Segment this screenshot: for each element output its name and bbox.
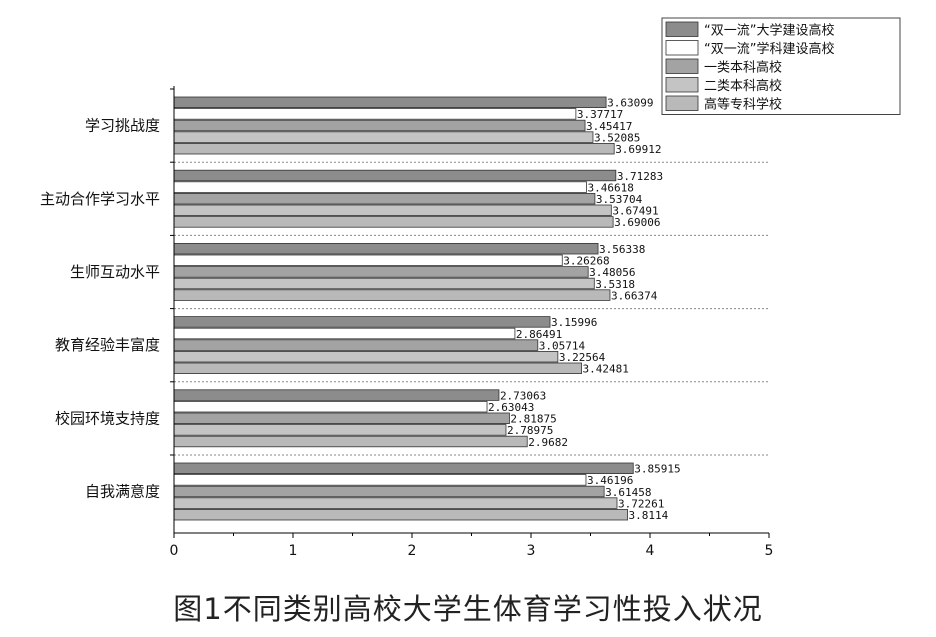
legend-swatch: [665, 21, 699, 37]
data-label: 3.53704: [596, 193, 643, 206]
bar: [173, 277, 595, 290]
bar: [173, 216, 614, 228]
x-tick-label: 0: [170, 543, 179, 559]
bar: [173, 508, 628, 521]
x-ticks: 0 1 2 3 4 5: [170, 533, 774, 559]
legend-swatch: [665, 40, 699, 56]
data-label: 2.73063: [500, 389, 546, 402]
bar: [173, 424, 507, 436]
data-label: 3.71283: [617, 170, 663, 183]
bar: [173, 289, 611, 301]
bar: [173, 181, 587, 193]
figure-caption: 图1不同类别高校大学生体育学习性投入状况: [173, 592, 763, 626]
data-label: 3.61458: [605, 486, 651, 499]
data-label: 3.48056: [589, 266, 635, 279]
bar: [173, 108, 577, 120]
data-label: 3.85915: [634, 463, 680, 476]
bar: [173, 400, 488, 413]
bar: [173, 362, 582, 375]
category-label: 主动合作学习水平: [40, 190, 160, 208]
data-label: 2.9682: [528, 436, 568, 449]
legend-label: 高等专科学校: [704, 97, 782, 113]
bar: [173, 119, 586, 132]
data-label: 3.69912: [615, 143, 661, 156]
bar: [173, 131, 594, 143]
x-tick-label: 2: [408, 543, 417, 559]
data-label: 2.78975: [507, 424, 553, 437]
category-label: 学习挑战度: [85, 117, 160, 135]
bar: [173, 96, 607, 109]
data-label: 2.81875: [510, 413, 556, 426]
legend-swatch: [665, 58, 699, 74]
bar: [173, 254, 563, 267]
data-label: 3.15996: [551, 316, 597, 329]
legend-swatch: [665, 95, 699, 111]
x-tick-label: 1: [289, 543, 298, 559]
bar: [173, 497, 618, 509]
data-label: 3.8114: [629, 509, 669, 522]
data-label: 3.72261: [618, 497, 664, 510]
data-label: 2.86491: [516, 328, 562, 341]
data-label: 3.46618: [587, 181, 633, 194]
data-label: 3.26268: [563, 255, 609, 268]
bar: [173, 242, 599, 255]
data-label: 3.69006: [614, 216, 660, 229]
bar: [173, 327, 516, 340]
data-label: 3.37717: [577, 108, 623, 121]
bar: [173, 474, 587, 486]
bar: [173, 462, 634, 475]
category-label: 自我满意度: [85, 483, 160, 501]
data-label: 3.66374: [611, 289, 658, 302]
data-label: 3.5318: [595, 278, 635, 291]
x-tick-label: 5: [765, 543, 774, 559]
bar: [173, 204, 612, 217]
bar: [173, 435, 528, 448]
data-label: 3.42481: [583, 363, 629, 376]
data-label: 2.63043: [488, 401, 534, 414]
bar: [173, 389, 500, 401]
data-label: 3.45417: [586, 120, 632, 133]
data-label: 3.56338: [599, 243, 645, 256]
data-label: 3.46196: [587, 474, 633, 487]
category-label: 校园环境支持度: [55, 409, 160, 427]
bar: [173, 266, 589, 278]
x-tick-label: 3: [527, 543, 536, 559]
data-label: 3.05714: [539, 339, 586, 352]
category-label: 教育经验丰富度: [55, 336, 160, 354]
legend-box: [661, 17, 901, 115]
data-label: 3.22564: [559, 351, 606, 364]
bar: [173, 142, 615, 155]
bar: [173, 169, 617, 182]
x-tick-label: 4: [646, 543, 655, 559]
data-label: 3.52085: [594, 131, 640, 144]
bar: [173, 316, 551, 328]
legend-label: 二类本科高校: [704, 78, 782, 94]
data-label: 3.63099: [607, 97, 653, 110]
bar: [173, 192, 596, 205]
legend-label: “双一流”学科建设高校: [704, 41, 834, 57]
legend-swatch: [665, 77, 699, 93]
legend-label: 一类本科高校: [704, 60, 782, 76]
bar: [173, 412, 510, 425]
category-label: 生师互动水平: [70, 263, 160, 281]
bar: [173, 339, 539, 351]
group-separators: [174, 161, 769, 456]
legend-label: “双一流”大学建设高校: [704, 23, 834, 39]
data-label: 3.67491: [612, 205, 658, 218]
bar: [173, 350, 559, 363]
bar: [173, 485, 605, 498]
